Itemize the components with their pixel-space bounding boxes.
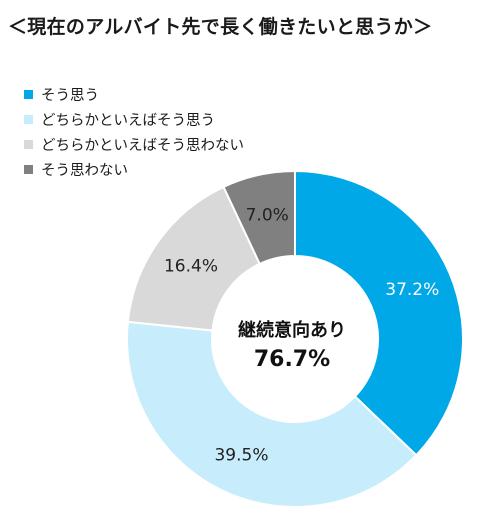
legend-label: そう思わない [41,163,128,179]
slice-labels: 37.2% 39.5% 16.4% 7.0% [164,206,439,466]
legend-item: どちらかといえばそう思わない [24,132,244,157]
donut-slice [126,320,418,508]
slice-value-label: 7.0% [246,206,289,226]
center-label-line1: 継続意向あり [238,319,346,341]
donut-slices [126,169,464,508]
slice-value-label: 37.2% [385,280,439,300]
legend-label: どちらかといえばそう思わない [41,138,244,154]
legend-item: そう思う [24,82,244,107]
legend: そう思うどちらかといえばそう思うどちらかといえばそう思わない そう思わない [24,82,244,182]
slice-value-label: 39.5% [214,446,268,466]
legend-swatch [24,115,33,124]
legend-label: そう思う [41,88,99,104]
legend-swatch [24,90,33,99]
chart-title: ＜現在のアルバイト先で長く働きたいと思うか＞ [8,16,433,38]
legend-item: どちらかといえばそう思う [24,107,244,132]
center-label-line2: 76.7% [254,347,330,372]
legend-swatch [24,165,33,174]
legend-swatch [24,140,33,149]
donut-slice [126,185,262,332]
slice-value-label: 16.4% [164,256,218,276]
donut-slice [294,169,464,457]
donut-slice [222,169,296,266]
legend-item: そう思わない [24,157,244,182]
legend-label: どちらかといえばそう思う [41,113,215,129]
